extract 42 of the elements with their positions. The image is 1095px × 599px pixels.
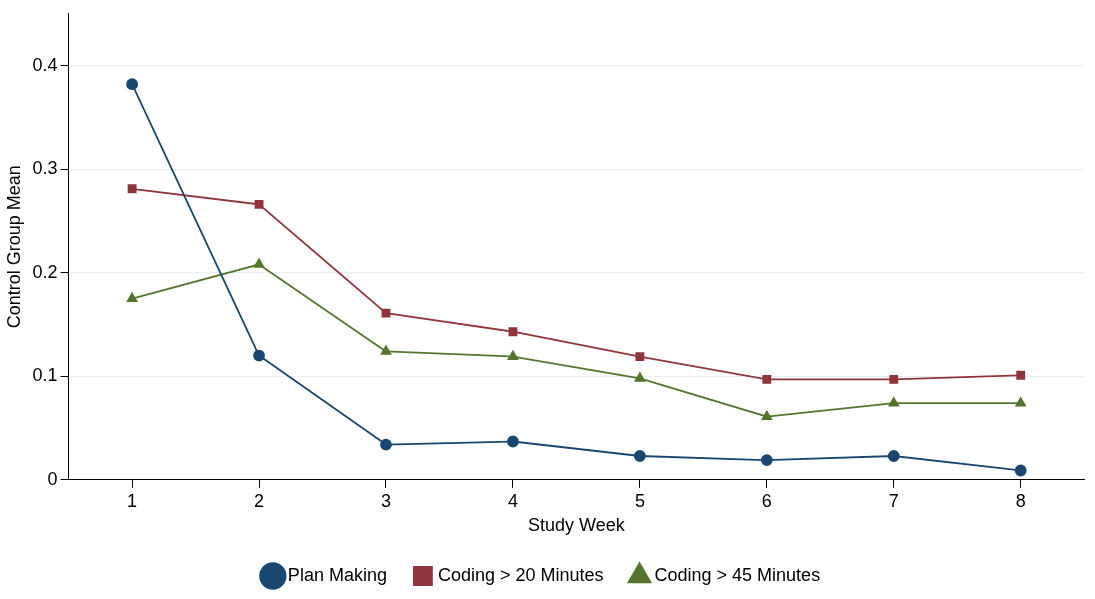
y-tick-label: 0.4 (32, 54, 58, 75)
point (762, 374, 772, 384)
point (634, 372, 646, 382)
point (508, 327, 518, 337)
y-tick-label: 0 (47, 468, 58, 489)
x-tick-label: 4 (507, 490, 518, 511)
x-tick-label: 6 (761, 490, 772, 511)
x-tick-label: 7 (888, 490, 899, 511)
point (633, 450, 646, 462)
point (888, 397, 900, 407)
point (761, 410, 773, 421)
point (381, 308, 391, 318)
point (1015, 397, 1026, 407)
point (380, 438, 392, 451)
point (380, 345, 392, 355)
y-tick-label: 0.2 (32, 261, 58, 282)
point (635, 352, 645, 361)
point (253, 349, 265, 362)
point (887, 450, 900, 462)
point (126, 78, 138, 91)
point (507, 350, 519, 360)
point (253, 258, 265, 268)
point (1016, 370, 1026, 380)
x-tick-label: 2 (254, 490, 265, 511)
legend-label: Coding > 45 Minutes (654, 564, 821, 585)
x-tick-label: 1 (127, 490, 138, 511)
x-tick-label: 5 (634, 490, 645, 511)
point (127, 184, 137, 194)
y-axis-title: Control Group Mean (3, 165, 24, 329)
y-tick-label: 0.3 (32, 158, 58, 179)
legend-label: Coding > 20 Minutes (437, 564, 604, 585)
legend-label: Plan Making (287, 564, 387, 585)
point (254, 199, 264, 209)
point (126, 292, 138, 302)
y-tick-label: 0.1 (32, 365, 58, 386)
x-axis-title: Study Week (528, 515, 626, 536)
point (507, 435, 519, 448)
x-tick-label: 8 (1015, 490, 1026, 511)
point (889, 374, 899, 384)
point (760, 454, 773, 467)
point (1014, 464, 1027, 477)
x-tick-label: 3 (380, 490, 391, 511)
